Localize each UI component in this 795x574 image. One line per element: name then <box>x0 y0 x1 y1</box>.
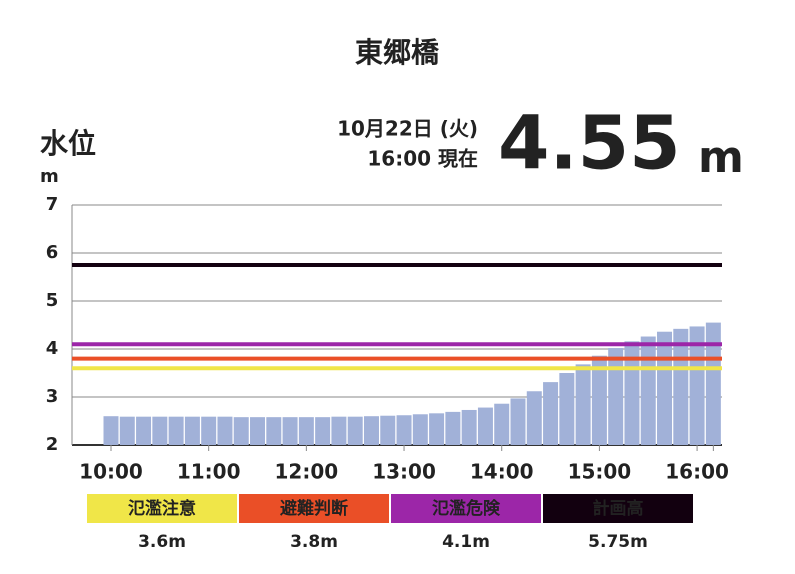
bar <box>608 348 624 445</box>
y-axis-unit: m <box>40 166 59 187</box>
legend-swatch <box>391 494 541 523</box>
bar <box>168 416 184 445</box>
bar <box>510 398 526 445</box>
bar <box>559 373 575 445</box>
legend-value: 3.6m <box>138 532 186 552</box>
legend-label: 氾濫注意 <box>128 498 196 519</box>
y-tick-label: 4 <box>46 338 59 359</box>
bar <box>363 416 379 445</box>
legend-value: 4.1m <box>442 532 490 552</box>
legend-value: 3.8m <box>290 532 338 552</box>
bar <box>705 322 721 445</box>
legend-label: 氾濫危険 <box>432 498 501 519</box>
bar <box>380 415 396 445</box>
bar <box>396 415 412 445</box>
bar <box>282 417 298 445</box>
bar <box>477 407 493 445</box>
legend-swatch <box>239 494 389 523</box>
bar <box>298 417 314 445</box>
x-tick-label: 13:00 <box>372 460 436 484</box>
bar <box>494 403 510 445</box>
x-tick-label: 11:00 <box>177 460 241 484</box>
x-tick-label: 12:00 <box>275 460 339 484</box>
y-tick-label: 3 <box>46 386 59 407</box>
bar <box>152 416 168 445</box>
current-unit: m <box>698 132 744 183</box>
bar <box>184 416 200 445</box>
bar <box>103 416 119 445</box>
y-tick-label: 7 <box>46 194 59 215</box>
bar <box>266 417 282 445</box>
bar <box>217 416 233 445</box>
bar <box>657 331 673 445</box>
x-tick-label: 16:00 <box>665 460 729 484</box>
legend-swatch <box>87 494 237 523</box>
y-axis-label: 水位 <box>40 127 96 160</box>
bar <box>575 364 591 445</box>
bar <box>119 416 135 445</box>
bar <box>591 355 607 445</box>
y-tick-label: 6 <box>46 242 59 263</box>
bar <box>412 414 428 445</box>
bar <box>640 336 656 445</box>
bar <box>250 417 266 445</box>
time: 16:00 現在 <box>367 147 478 171</box>
x-tick-label: 10:00 <box>79 460 143 484</box>
bar <box>689 326 705 445</box>
x-tick-label: 15:00 <box>568 460 632 484</box>
legend-value: 5.75m <box>588 532 648 552</box>
bar <box>201 416 217 445</box>
legend-swatch <box>543 494 693 523</box>
bar <box>331 416 347 445</box>
current-value: 4.55 <box>498 101 681 187</box>
bar <box>461 409 477 445</box>
bar <box>347 416 363 445</box>
bar <box>543 382 559 445</box>
y-tick-label: 2 <box>46 434 59 455</box>
bar <box>429 413 445 445</box>
legend-label: 計画高 <box>593 498 644 519</box>
bar <box>233 417 249 445</box>
bar <box>526 391 542 445</box>
bar <box>315 417 331 445</box>
bar <box>673 328 689 445</box>
bar <box>136 416 152 445</box>
chart-title: 東郷橋 <box>355 36 440 69</box>
date: 10月22日 (火) <box>337 117 478 141</box>
bar <box>445 411 461 445</box>
legend-label: 避難判断 <box>280 498 348 519</box>
y-tick-label: 5 <box>46 290 59 311</box>
x-tick-label: 14:00 <box>470 460 534 484</box>
